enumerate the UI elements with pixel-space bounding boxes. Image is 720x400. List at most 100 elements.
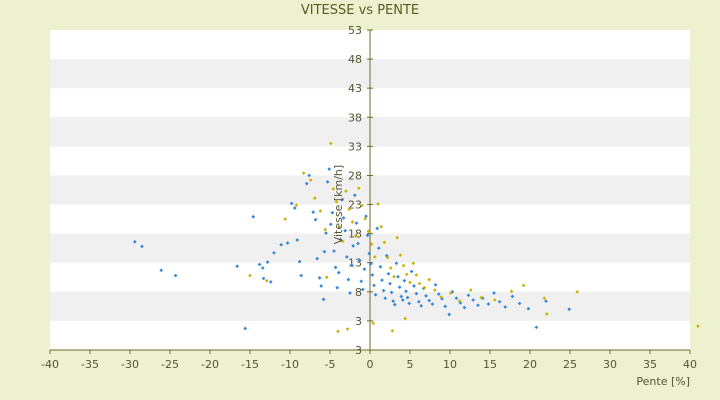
data-point <box>366 229 371 234</box>
data-point <box>385 255 390 260</box>
x-tick-label: 40 <box>683 358 697 371</box>
data-point <box>422 285 427 290</box>
data-point <box>424 294 428 298</box>
x-tick-label: -25 <box>161 358 179 371</box>
data-point <box>362 267 367 271</box>
data-point <box>347 207 352 212</box>
data-point <box>341 216 346 220</box>
x-tick-label: 30 <box>603 358 617 371</box>
data-point <box>492 291 496 295</box>
data-point <box>336 329 340 334</box>
data-point <box>324 231 328 235</box>
x-tick-label: -5 <box>325 358 336 371</box>
data-point <box>140 244 144 249</box>
data-point <box>373 292 378 297</box>
data-point <box>260 266 265 270</box>
data-point <box>359 279 364 284</box>
data-point <box>392 302 397 307</box>
data-point <box>363 216 368 221</box>
x-tick-label: -15 <box>241 358 259 371</box>
data-point <box>466 293 471 298</box>
data-point <box>350 220 355 224</box>
data-point <box>443 304 448 309</box>
data-point <box>292 206 297 210</box>
data-point <box>351 244 356 248</box>
data-point <box>517 301 522 306</box>
y-tick-label: 53 <box>348 24 362 37</box>
data-point <box>521 283 526 288</box>
axes <box>49 29 691 354</box>
x-tick-label: 35 <box>643 358 657 371</box>
data-point <box>243 326 248 331</box>
data-point <box>375 226 380 231</box>
data-point <box>419 303 424 308</box>
data-point <box>389 290 394 295</box>
data-point <box>416 299 421 304</box>
data-point <box>391 299 396 303</box>
data-point <box>476 303 480 308</box>
data-point <box>367 251 372 256</box>
data-point <box>370 273 375 277</box>
y-tick-label: 43 <box>348 82 362 95</box>
data-point <box>360 203 364 208</box>
data-point <box>383 296 388 301</box>
data-point <box>308 178 313 182</box>
data-point <box>285 241 290 245</box>
data-point <box>492 298 497 302</box>
data-point <box>526 306 531 311</box>
data-point <box>510 294 515 299</box>
data-point <box>503 305 508 309</box>
data-point <box>544 299 548 303</box>
data-point <box>479 295 484 300</box>
data-point <box>315 256 320 261</box>
data-point <box>322 249 327 254</box>
data-point <box>414 273 419 277</box>
data-point <box>327 167 332 171</box>
data-point <box>380 278 384 283</box>
data-point <box>371 321 376 326</box>
data-point <box>544 312 549 316</box>
data-point <box>311 210 316 214</box>
data-point <box>340 198 344 202</box>
data-point <box>432 288 437 292</box>
data-point <box>323 227 328 232</box>
x-tick-label: -20 <box>201 358 219 371</box>
x-tick-label: 20 <box>523 358 537 371</box>
data-point <box>376 202 380 206</box>
y-axis-label: Vitesse [km/h] <box>332 165 345 245</box>
data-point <box>344 255 349 259</box>
data-point <box>265 260 270 264</box>
data-point <box>159 268 164 273</box>
x-tick-label: 15 <box>483 358 497 371</box>
data-point <box>454 296 459 301</box>
data-point <box>328 222 333 227</box>
data-point <box>328 141 333 146</box>
x-tick-label: -35 <box>81 358 99 371</box>
data-point <box>336 270 341 275</box>
data-point <box>408 280 412 285</box>
data-point <box>430 302 435 306</box>
data-point <box>468 288 473 292</box>
x-tick-label: -30 <box>121 358 139 371</box>
data-point <box>354 221 359 226</box>
data-point <box>368 262 373 266</box>
y-tick-label: 48 <box>348 53 362 66</box>
data-point <box>313 217 318 222</box>
data-point <box>340 239 345 244</box>
y-tick-label: 23 <box>348 199 362 212</box>
data-point <box>332 249 336 253</box>
data-point <box>567 307 572 312</box>
data-point <box>439 295 444 299</box>
tick-labels: -40 -35 -30 -25 -20 -15 -10 -5 0 5 10 15 20 25 30 35 40 5… <box>41 24 697 371</box>
data-point <box>357 258 362 263</box>
data-point <box>325 180 330 184</box>
data-point <box>312 196 317 200</box>
data-point <box>299 273 304 278</box>
data-point <box>436 292 441 296</box>
data-point <box>372 283 376 288</box>
data-point <box>279 242 284 247</box>
y-tick-label: 38 <box>348 111 362 124</box>
data-point <box>295 238 300 242</box>
data-point <box>414 291 419 296</box>
